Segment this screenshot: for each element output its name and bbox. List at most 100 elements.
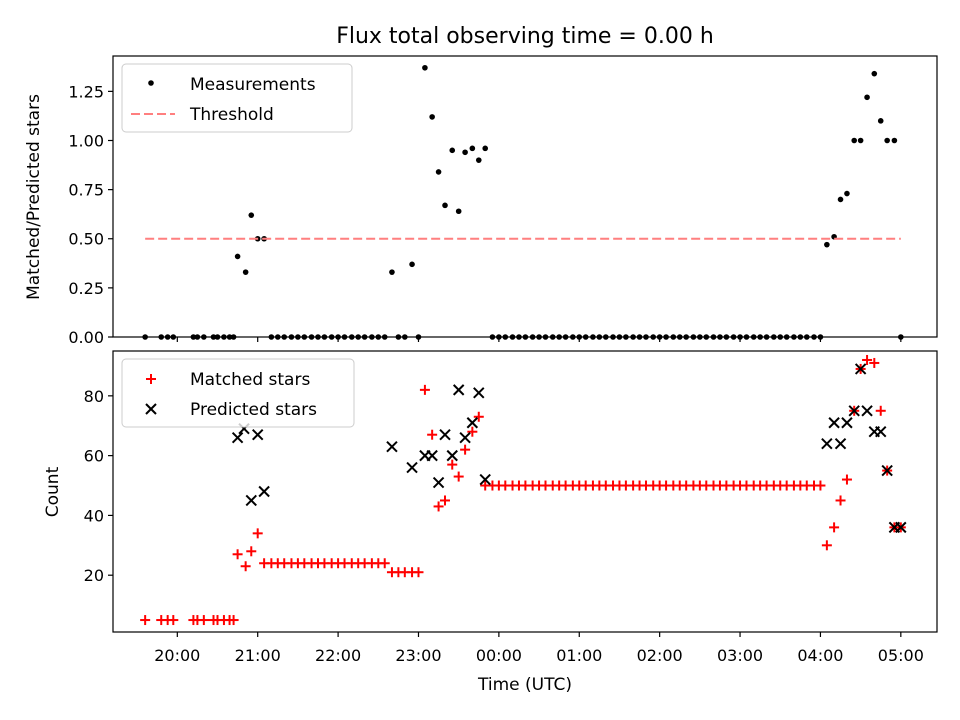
x-tick-label: 05:00 bbox=[878, 646, 924, 665]
predicted-star-point bbox=[251, 428, 264, 441]
predicted-star-point bbox=[479, 473, 491, 486]
matched-star-point bbox=[875, 405, 886, 416]
matched-star-point bbox=[453, 471, 464, 482]
predicted-star-point bbox=[245, 494, 257, 507]
measurement-point bbox=[234, 253, 241, 260]
predicted-star-point bbox=[231, 431, 244, 444]
y-tick-label: 60 bbox=[84, 447, 104, 466]
legend-measurements-label: Measurements bbox=[190, 75, 316, 95]
x-tick-label: 01:00 bbox=[556, 646, 602, 665]
measurement-point bbox=[389, 269, 395, 275]
bottom-legend: Matched stars Predicted stars bbox=[121, 358, 355, 428]
measurement-point bbox=[851, 137, 857, 144]
measurement-point bbox=[857, 137, 864, 144]
measurement-point bbox=[877, 118, 884, 124]
matched-star-point bbox=[821, 540, 832, 551]
predicted-star-point bbox=[881, 464, 893, 477]
measurement-point bbox=[891, 137, 898, 144]
measurement-point bbox=[409, 261, 415, 268]
measurement-point bbox=[429, 114, 435, 120]
legend-measurements-marker bbox=[148, 80, 154, 86]
y-tick-label: 80 bbox=[84, 387, 104, 406]
matched-star-point bbox=[228, 615, 239, 626]
top-data-marks bbox=[142, 64, 904, 340]
matched-star-point bbox=[240, 561, 251, 572]
measurement-point bbox=[475, 157, 482, 163]
matched-star-point bbox=[379, 558, 390, 569]
predicted-star-point bbox=[432, 476, 445, 489]
legend-predicted-marker bbox=[145, 403, 157, 415]
predicted-star-point bbox=[828, 417, 840, 429]
predicted-star-point bbox=[386, 440, 398, 453]
predicted-star-point bbox=[861, 405, 873, 417]
bottom-x-axis-label: Time (UTC) bbox=[477, 675, 572, 695]
predicted-star-point bbox=[821, 437, 833, 450]
bottom-x-ticks: 20:00 21:00 22:00 23:00 00:00 01:00 02:00 03:00… bbox=[154, 632, 924, 665]
legend-predicted-label: Predicted stars bbox=[190, 400, 317, 420]
matched-star-point bbox=[447, 459, 458, 470]
measurement-point bbox=[435, 169, 442, 175]
x-tick-label: 04:00 bbox=[797, 646, 843, 665]
legend-matched-label: Matched stars bbox=[190, 370, 310, 390]
y-tick-label: 0.75 bbox=[68, 181, 104, 200]
y-tick-label: 0.00 bbox=[68, 328, 104, 347]
x-tick-label: 20:00 bbox=[154, 646, 200, 665]
matched-star-point bbox=[433, 501, 444, 512]
measurement-point bbox=[462, 149, 468, 156]
measurement-point bbox=[442, 202, 448, 209]
predicted-star-point bbox=[875, 426, 887, 438]
matched-star-point bbox=[198, 615, 209, 626]
bottom-legend-frame bbox=[121, 358, 355, 428]
predicted-star-point bbox=[406, 461, 418, 474]
matched-star-point bbox=[232, 549, 243, 560]
measurement-point bbox=[871, 70, 878, 77]
matched-star-point bbox=[829, 522, 840, 533]
predicted-star-point bbox=[473, 387, 485, 399]
bottom-panel: 20 40 60 80 20:00 21:00 22:00 23:00 00:00 01:00 0… bbox=[43, 350, 938, 695]
x-tick-label: 21:00 bbox=[235, 646, 281, 665]
predicted-star-point bbox=[834, 437, 847, 450]
top-y-axis-label: Matched/Predicted stars bbox=[24, 94, 44, 300]
bottom-data-marks bbox=[140, 354, 907, 626]
matched-star-point bbox=[815, 480, 826, 491]
predicted-star-point bbox=[854, 363, 867, 375]
matched-star-point bbox=[460, 444, 471, 455]
predicted-star-point bbox=[426, 449, 438, 462]
legend-matched-marker bbox=[146, 374, 156, 384]
measurement-point bbox=[884, 137, 890, 144]
matched-star-point bbox=[835, 495, 846, 506]
measurement-point bbox=[449, 147, 456, 154]
predicted-star-point bbox=[446, 449, 458, 462]
x-tick-label: 03:00 bbox=[717, 646, 763, 665]
predicted-star-point bbox=[459, 431, 471, 444]
measurement-point bbox=[422, 64, 428, 71]
top-y-ticks: 0.00 0.25 0.50 0.75 1.00 1.25 bbox=[68, 82, 113, 347]
measurement-point bbox=[469, 145, 476, 152]
predicted-star-point bbox=[841, 417, 853, 429]
legend-threshold-label: Threshold bbox=[189, 105, 274, 125]
top-axes-frame bbox=[112, 55, 938, 338]
bottom-y-ticks: 20 40 60 80 bbox=[84, 387, 113, 585]
x-tick-label: 02:00 bbox=[637, 646, 683, 665]
y-tick-label: 20 bbox=[84, 566, 104, 585]
matched-star-point bbox=[168, 615, 179, 626]
bottom-y-axis-label: Count bbox=[43, 466, 63, 517]
measurement-point bbox=[242, 269, 249, 275]
matched-star-point bbox=[841, 474, 852, 485]
y-tick-label: 0.50 bbox=[68, 230, 104, 249]
y-tick-label: 0.25 bbox=[68, 279, 104, 298]
matched-star-point bbox=[140, 615, 151, 626]
predicted-star-point bbox=[848, 405, 860, 417]
matched-star-point bbox=[440, 495, 451, 506]
matched-star-point bbox=[419, 384, 430, 395]
y-tick-label: 1.00 bbox=[68, 131, 104, 150]
x-tick-label: 23:00 bbox=[395, 646, 441, 665]
x-tick-label: 22:00 bbox=[315, 646, 361, 665]
bottom-axes-frame bbox=[112, 350, 938, 633]
y-tick-label: 1.25 bbox=[68, 82, 104, 101]
predicted-star-point bbox=[452, 384, 465, 396]
matched-star-point bbox=[252, 528, 263, 539]
predicted-star-point bbox=[895, 521, 907, 534]
measurement-point bbox=[248, 212, 255, 218]
